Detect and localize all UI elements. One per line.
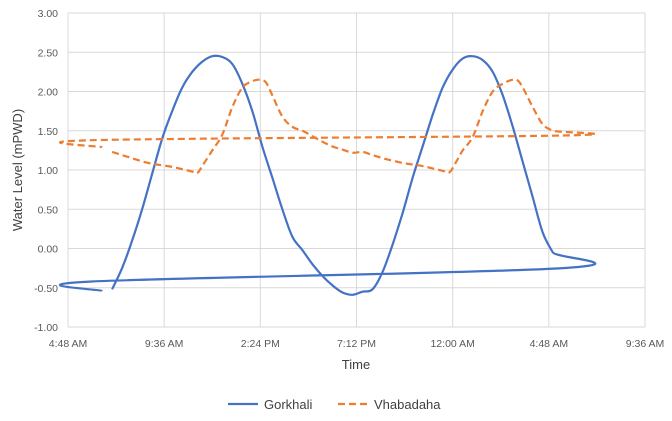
y-tick-label: -1.00 <box>34 322 58 334</box>
y-tick-label: 0.50 <box>38 204 59 216</box>
x-tick-label: 4:48 AM <box>49 338 88 350</box>
legend-label-gorkhali: Gorkhali <box>264 397 313 412</box>
y-axis-tick-labels: -1.00 -0.50 0.00 0.50 1.00 1.50 2.00 2.50 3.00 <box>34 8 58 334</box>
x-tick-label: 9:36 AM <box>145 338 184 350</box>
y-tick-label: 2.00 <box>38 87 59 99</box>
y-tick-label: 1.50 <box>38 126 59 138</box>
x-tick-label: 7:12 PM <box>337 338 376 350</box>
legend-label-vhabadaha: Vhabadaha <box>374 397 441 412</box>
y-tick-label: 2.50 <box>38 47 59 59</box>
x-tick-label: 9:36 AM <box>626 338 665 350</box>
x-tick-label: 4:48 AM <box>530 338 569 350</box>
x-tick-label: 12:00 AM <box>430 338 474 350</box>
legend: Gorkhali Vhabadaha <box>228 397 441 412</box>
y-tick-label: 0.00 <box>38 244 59 256</box>
x-axis-title: Time <box>342 357 370 372</box>
x-axis-tick-labels: 4:48 AM 9:36 AM 2:24 PM 7:12 PM 12:00 AM 4:48… <box>49 338 665 350</box>
series-line-gorkhali <box>58 54 597 296</box>
y-axis-title: Water Level (mPWD) <box>10 109 25 231</box>
x-tick-label: 2:24 PM <box>241 338 280 350</box>
y-tick-label: 1.00 <box>38 165 59 177</box>
series-line-vhabadaha <box>58 78 597 175</box>
y-tick-label: 3.00 <box>38 8 59 20</box>
y-tick-label: -0.50 <box>34 283 58 295</box>
series-lines <box>58 54 597 296</box>
